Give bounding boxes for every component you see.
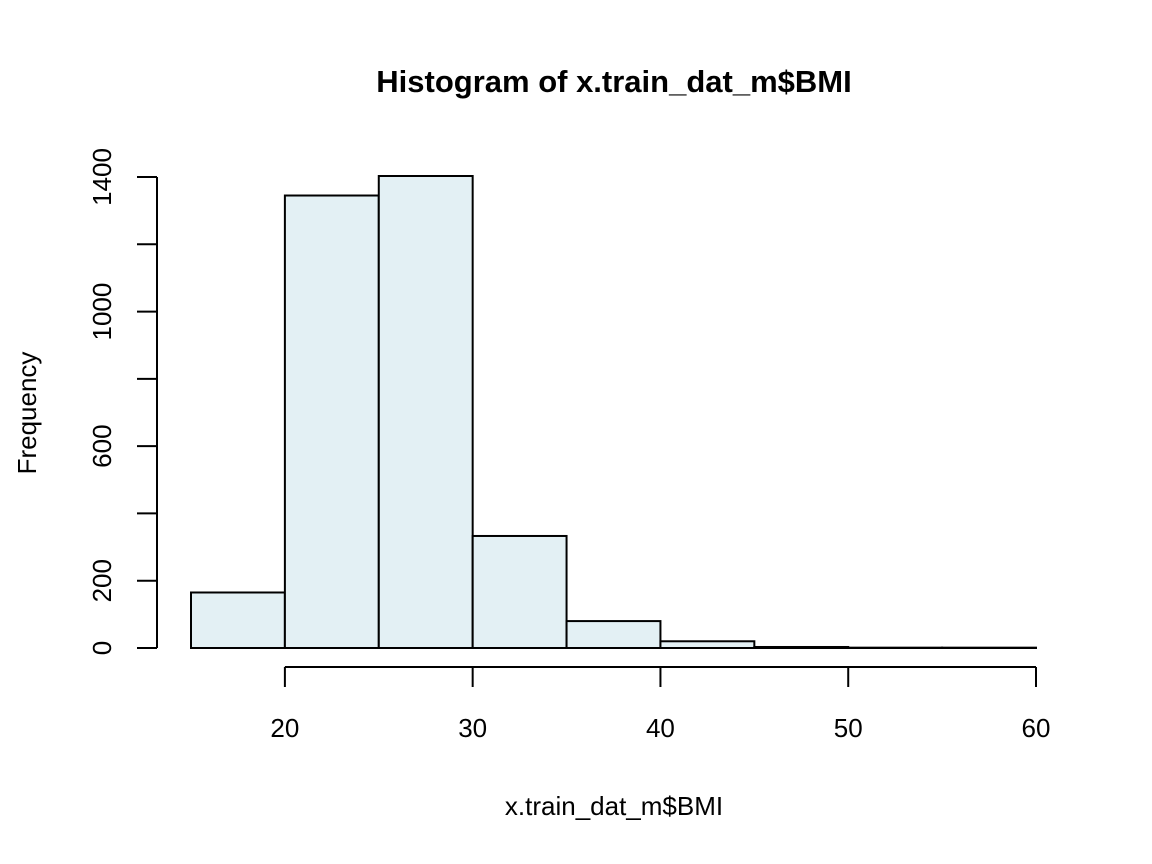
histogram-bar — [753, 645, 850, 649]
histogram-bar — [471, 534, 568, 650]
y-tick-label: 600 — [87, 424, 117, 467]
y-tick-label: 200 — [87, 559, 117, 602]
histogram-bar — [190, 591, 286, 649]
histogram-bar — [377, 175, 474, 649]
chart-title: Histogram of x.train_dat_m$BMI — [376, 64, 851, 99]
x-tick-label: 50 — [834, 713, 863, 743]
x-tick-label: 20 — [270, 713, 299, 743]
x-axis: 20 30 40 50 60 — [270, 666, 1051, 743]
x-axis-label: x.train_dat_m$BMI — [505, 791, 723, 821]
bars-group — [190, 175, 1037, 650]
histogram-bar — [565, 620, 662, 649]
y-tick-label: 1000 — [87, 283, 117, 341]
y-axis-label: Frequency — [12, 352, 42, 475]
x-tick-label: 30 — [458, 713, 487, 743]
y-tick-label: 1400 — [87, 148, 117, 206]
y-axis: 0 200 600 1000 1400 — [87, 148, 158, 655]
histogram-bar — [283, 194, 380, 649]
x-tick-label: 60 — [1022, 713, 1051, 743]
y-tick-label: 0 — [87, 641, 117, 655]
histogram-bar — [659, 640, 756, 649]
x-tick-label: 40 — [646, 713, 675, 743]
